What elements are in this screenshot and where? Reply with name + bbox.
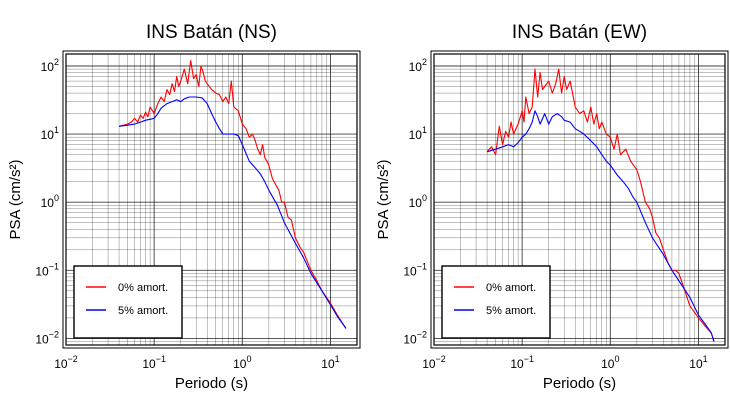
y-tick-label: 10−2 xyxy=(403,329,427,346)
plot-frame xyxy=(433,53,726,346)
y-axis-label: PSA (cm/s²) xyxy=(7,159,24,239)
legend: 0% amort. 5% amort. xyxy=(73,265,183,339)
y-tick-label: 10−1 xyxy=(403,261,427,278)
series-line-blue xyxy=(486,110,715,342)
grid xyxy=(65,54,358,346)
y-tick-label: 100 xyxy=(409,193,427,210)
x-tick-label: 101 xyxy=(689,354,707,371)
legend-box xyxy=(441,265,551,339)
series-line-red xyxy=(118,60,347,329)
chart-title: INS Batán (EW) xyxy=(512,22,647,43)
chart-title: INS Batán (NS) xyxy=(146,22,277,43)
series-line-blue xyxy=(119,96,347,329)
y-tick-label: 102 xyxy=(41,57,59,74)
x-tick-label: 101 xyxy=(321,354,339,371)
y-tick-label: 10−1 xyxy=(35,261,59,278)
legend-label: 0% amort. xyxy=(486,282,536,294)
legend: 0% amort. 5% amort. xyxy=(441,265,551,339)
y-tick-label: 10−2 xyxy=(35,329,59,346)
x-tick-label: 10−1 xyxy=(510,354,534,371)
plot-frame-outer xyxy=(430,50,729,349)
chart-panel-0: INS Batán (NS) 10−2 10−1 100 101 10−2 10−1 100 1… xyxy=(7,22,361,392)
y-tick-label: 100 xyxy=(41,193,59,210)
x-tick-label: 100 xyxy=(233,354,251,371)
series-line-red xyxy=(486,68,715,342)
legend-label: 5% amort. xyxy=(486,305,536,317)
legend-label: 5% amort. xyxy=(118,305,168,317)
plot-frame xyxy=(65,53,358,346)
plot-frame-outer xyxy=(62,50,361,349)
x-axis-label: Periodo (s) xyxy=(543,375,616,392)
x-tick-label: 100 xyxy=(601,354,619,371)
y-tick-label: 102 xyxy=(409,57,427,74)
x-axis-label: Periodo (s) xyxy=(175,375,248,392)
x-tick-label: 10−1 xyxy=(142,354,166,371)
y-tick-label: 101 xyxy=(409,125,427,142)
x-tick-label: 10−2 xyxy=(422,354,446,371)
x-tick-label: 10−2 xyxy=(54,354,78,371)
chart-panel-1: INS Batán (EW) 10−2 10−1 100 101 10−2 10−1 100 1… xyxy=(375,22,729,392)
y-tick-label: 101 xyxy=(41,125,59,142)
legend-box xyxy=(73,265,183,339)
y-axis-label: PSA (cm/s²) xyxy=(375,159,392,239)
legend-label: 0% amort. xyxy=(118,282,168,294)
